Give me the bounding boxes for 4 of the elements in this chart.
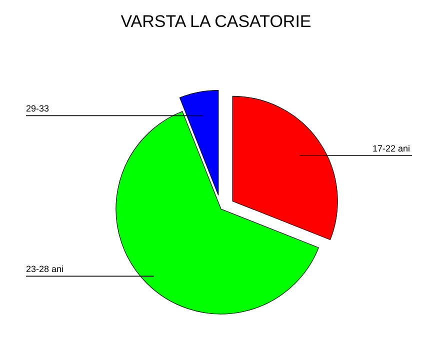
slice-label: 23-28 ani <box>26 264 64 274</box>
slice-label: 29-33 <box>26 104 50 114</box>
chart-title: VARSTA LA CASATORIE <box>120 12 312 32</box>
slice-label: 17-22 ani <box>372 144 410 154</box>
